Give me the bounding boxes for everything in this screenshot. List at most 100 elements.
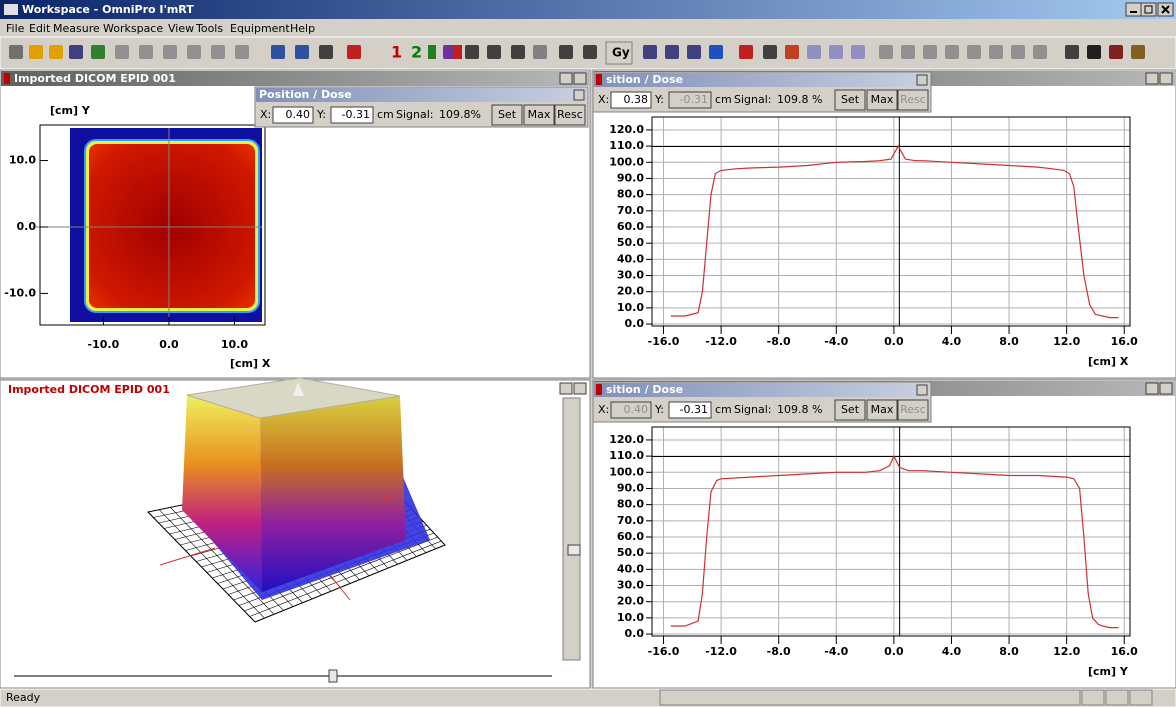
panel-tile-button[interactable]: [559, 72, 573, 85]
y-input[interactable]: [668, 401, 712, 419]
y-tick-label: 100.0: [609, 155, 644, 168]
toolbar-icon[interactable]: [989, 45, 1003, 59]
menu-item[interactable]: Measure: [53, 22, 100, 35]
toolbar-icon[interactable]: [487, 45, 501, 59]
panel-tile-button[interactable]: [1145, 382, 1159, 395]
minimize-button[interactable]: [1125, 2, 1142, 17]
dialog-button[interactable]: [834, 399, 866, 421]
panel-tile-button[interactable]: [1145, 72, 1159, 85]
toolbar-icon[interactable]: [945, 45, 959, 59]
toolbar-icon[interactable]: [763, 45, 777, 59]
panel-maximize-button[interactable]: [573, 72, 587, 85]
dialog-close[interactable]: [916, 74, 928, 86]
toolbar-icon[interactable]: [1011, 45, 1025, 59]
toolbar-icon[interactable]: [665, 45, 679, 59]
toolbar-icon[interactable]: [1065, 45, 1079, 59]
panel-maximize-button[interactable]: [1159, 72, 1173, 85]
vertical-slider-thumb[interactable]: [567, 544, 581, 556]
y-input[interactable]: [330, 106, 374, 124]
toolbar-icon[interactable]: [9, 45, 23, 59]
toolbar-label[interactable]: 2: [411, 43, 422, 62]
toolbar-icon[interactable]: [91, 45, 105, 59]
toolbar-icon[interactable]: [347, 45, 361, 59]
toolbar-icon[interactable]: [901, 45, 915, 59]
dialog-button-label[interactable]: Set: [498, 108, 517, 121]
toolbar-icon[interactable]: [687, 45, 701, 59]
dialog-button-label[interactable]: Max: [871, 403, 894, 416]
toolbar-icon[interactable]: [49, 45, 63, 59]
dialog-close[interactable]: [916, 384, 928, 396]
toolbar-icon[interactable]: [115, 45, 129, 59]
toolbar-icon[interactable]: [443, 45, 457, 59]
x-input[interactable]: [610, 401, 652, 419]
toolbar-icon[interactable]: [29, 45, 43, 59]
x-input[interactable]: [272, 106, 314, 124]
toolbar-icon[interactable]: [211, 45, 225, 59]
vertical-slider[interactable]: [562, 397, 581, 661]
toolbar-icon[interactable]: [1109, 45, 1123, 59]
dialog-button-label[interactable]: Set: [841, 403, 860, 416]
toolbar-icon[interactable]: [511, 45, 525, 59]
panel-tile-button[interactable]: [559, 382, 573, 395]
toolbar-label[interactable]: 1: [391, 43, 402, 62]
toolbar-icon[interactable]: [163, 45, 177, 59]
profile-line: [670, 144, 1119, 319]
menu-item[interactable]: View: [168, 22, 194, 35]
toolbar-icon[interactable]: [967, 45, 981, 59]
toolbar-label[interactable]: Gy: [612, 46, 630, 60]
dialog-button-label[interactable]: Set: [841, 93, 860, 106]
toolbar-icon[interactable]: [709, 45, 723, 59]
toolbar-icon[interactable]: [271, 45, 285, 59]
toolbar-button[interactable]: [605, 41, 633, 65]
panel-maximize-button[interactable]: [1159, 382, 1173, 395]
toolbar-icon[interactable]: [583, 45, 597, 59]
dialog-button-label[interactable]: Resc: [557, 108, 583, 121]
toolbar-icon[interactable]: [465, 45, 479, 59]
toolbar-icon[interactable]: [923, 45, 937, 59]
toolbar-icon[interactable]: [739, 45, 753, 59]
toolbar-icon[interactable]: [319, 45, 333, 59]
toolbar-icon[interactable]: [533, 45, 547, 59]
toolbar-icon[interactable]: [187, 45, 201, 59]
toolbar-icon[interactable]: [1087, 45, 1101, 59]
toolbar-icon[interactable]: [69, 45, 83, 59]
toolbar-icon[interactable]: [879, 45, 893, 59]
toolbar-icon[interactable]: [454, 45, 462, 59]
toolbar-icon[interactable]: [559, 45, 573, 59]
dialog-button-label[interactable]: Max: [871, 93, 894, 106]
toolbar-icon[interactable]: [807, 45, 821, 59]
dialog-button[interactable]: [523, 104, 555, 126]
toolbar-icon[interactable]: [643, 45, 657, 59]
y-input[interactable]: [668, 91, 712, 109]
x-tick-label: 16.0: [1111, 645, 1138, 658]
menu-item[interactable]: File: [6, 22, 25, 35]
toolbar-icon[interactable]: [851, 45, 865, 59]
toolbar-icon[interactable]: [295, 45, 309, 59]
menu-item[interactable]: Help: [290, 22, 315, 35]
toolbar-icon[interactable]: [428, 45, 436, 59]
dialog-button[interactable]: [866, 89, 898, 111]
panel-maximize-button[interactable]: [573, 382, 587, 395]
toolbar-icon[interactable]: [1131, 45, 1145, 59]
menu-item[interactable]: Tools: [195, 22, 223, 35]
dialog-button[interactable]: [866, 399, 898, 421]
dialog-button[interactable]: [491, 104, 523, 126]
horizontal-slider-thumb[interactable]: [328, 669, 338, 683]
dialog-button[interactable]: [554, 104, 586, 126]
menu-item[interactable]: Equipment: [230, 22, 290, 35]
toolbar-icon[interactable]: [829, 45, 843, 59]
signal-label: Signal:: [734, 93, 772, 106]
x-input[interactable]: [610, 91, 652, 109]
toolbar-icon[interactable]: [1033, 45, 1047, 59]
toolbar-icon[interactable]: [139, 45, 153, 59]
maximize-button[interactable]: [1140, 2, 1157, 17]
dialog-button[interactable]: [834, 89, 866, 111]
dialog-close[interactable]: [573, 89, 585, 101]
dialog-button-label[interactable]: Max: [528, 108, 551, 121]
toolbar-icon[interactable]: [785, 45, 799, 59]
menu-item[interactable]: Workspace: [103, 22, 163, 35]
menu-item[interactable]: Edit: [29, 22, 51, 35]
toolbar-icon[interactable]: [235, 45, 249, 59]
y-tick-label: 10.0: [617, 611, 644, 624]
x-tick-label: -8.0: [767, 335, 791, 348]
